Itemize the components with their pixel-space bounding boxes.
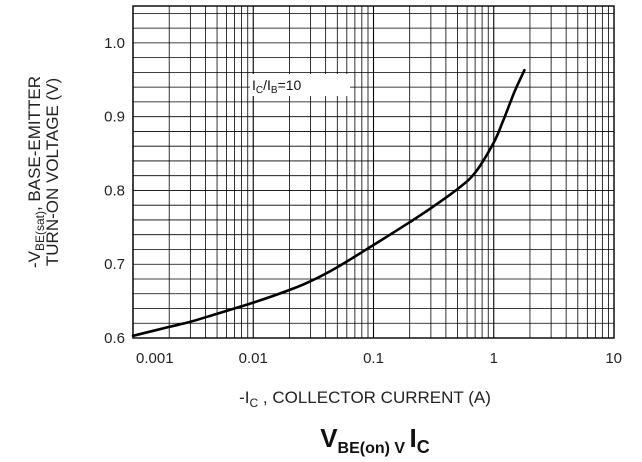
- y-tick-label: 0.8: [104, 182, 125, 199]
- y-tick-label: 1.0: [104, 35, 125, 52]
- series-line-vbe: [131, 68, 526, 338]
- annotation-ic-ib: IC/IB=10: [252, 77, 302, 96]
- annotation-background: [250, 74, 350, 96]
- x-tick-label: 0.1: [363, 350, 384, 367]
- x-tick-label: 10: [605, 350, 622, 367]
- x-tick-label: 1: [490, 350, 498, 367]
- y-axis-label-line1: -VBE(sat), BASE-EMITTER: [25, 76, 47, 268]
- y-tick-label: 0.6: [104, 330, 125, 347]
- chart-title: VBE(on) V IC: [320, 423, 430, 457]
- grid: [132, 6, 614, 339]
- y-tick-label: 0.7: [104, 256, 125, 273]
- x-tick-label: 0.001: [136, 350, 174, 367]
- x-tick-label: 0.01: [239, 350, 268, 367]
- tick-labels: 0.001 0.01 0.1 1 10 0.6 0.7 0.8 0.9 1.0: [104, 35, 622, 367]
- plot-area-frame: [132, 5, 615, 339]
- x-axis-label: -IC , COLLECTOR CURRENT (A): [239, 388, 491, 410]
- y-axis-label-line2: TURN-ON VOLTAGE (V): [43, 78, 62, 266]
- y-tick-label: 0.9: [104, 109, 125, 126]
